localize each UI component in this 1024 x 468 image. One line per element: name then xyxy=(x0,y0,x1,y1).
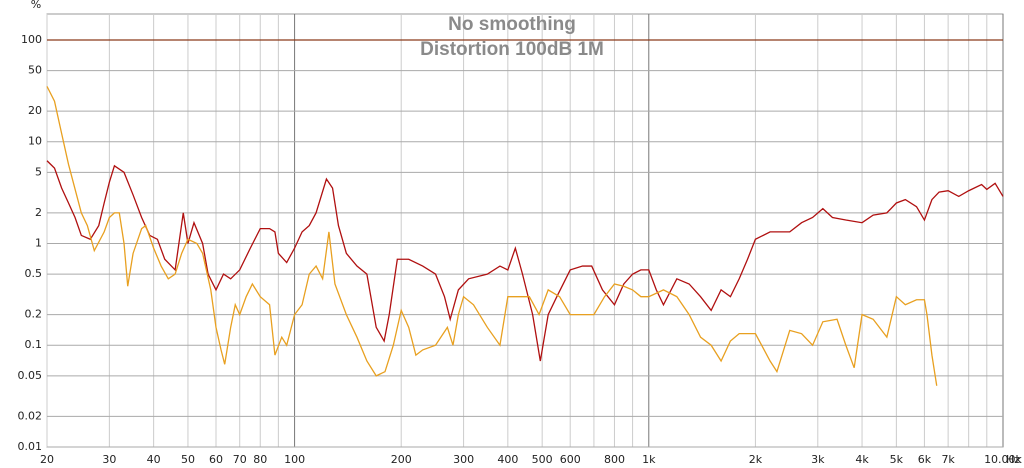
x-tick-label: 60 xyxy=(209,453,223,466)
y-tick-label: 0.2 xyxy=(25,308,43,321)
x-tick-label: 5k xyxy=(890,453,904,466)
y-axis-label: % xyxy=(31,0,41,11)
y-tick-label: 10 xyxy=(28,135,42,148)
x-tick-label: 30 xyxy=(102,453,116,466)
x-tick-label: 4k xyxy=(855,453,869,466)
x-tick-label: 50 xyxy=(181,453,195,466)
x-tick-label: 2k xyxy=(749,453,763,466)
x-tick-label: 70 xyxy=(233,453,247,466)
series-line xyxy=(46,86,938,386)
series-line xyxy=(46,160,1004,362)
chart-subtitle: Distortion 100dB 1M xyxy=(420,39,604,60)
x-tick-label: 400 xyxy=(497,453,518,466)
plot-area xyxy=(46,13,1004,448)
x-tick-label: 800 xyxy=(604,453,625,466)
y-tick-label: 0.05 xyxy=(18,369,43,382)
y-tick-label: 20 xyxy=(28,104,42,117)
y-tick-label: 0.1 xyxy=(25,338,43,351)
x-tick-label: 1k xyxy=(642,453,656,466)
y-tick-label: 50 xyxy=(28,64,42,77)
y-tick-label: 1 xyxy=(35,236,42,249)
series-layer xyxy=(46,86,1004,386)
x-tick-label: 300 xyxy=(453,453,474,466)
x-tick-label: 500 xyxy=(532,453,553,466)
y-tick-label: 0.01 xyxy=(18,440,43,453)
x-tick-label: 100 xyxy=(284,453,305,466)
y-tick-label: 5 xyxy=(35,165,42,178)
chart-title: No smoothing xyxy=(448,14,576,35)
x-tick-label: 10.00k xyxy=(984,453,1022,466)
x-tick-label: 7k xyxy=(941,453,955,466)
x-tick-label: 3k xyxy=(811,453,825,466)
x-tick-label: 200 xyxy=(391,453,412,466)
x-tick-label: 6k xyxy=(918,453,932,466)
grid xyxy=(46,14,1004,448)
y-tick-label: 100 xyxy=(21,33,42,46)
y-tick-label: 0.5 xyxy=(25,267,43,280)
x-tick-label: 40 xyxy=(147,453,161,466)
x-tick-label: 80 xyxy=(253,453,267,466)
x-tick-label: 20 xyxy=(40,453,54,466)
y-tick-label: 2 xyxy=(35,206,42,219)
x-tick-label: 600 xyxy=(560,453,581,466)
x-axis-label: Hz xyxy=(1006,453,1020,466)
y-tick-label: 0.02 xyxy=(18,409,43,422)
